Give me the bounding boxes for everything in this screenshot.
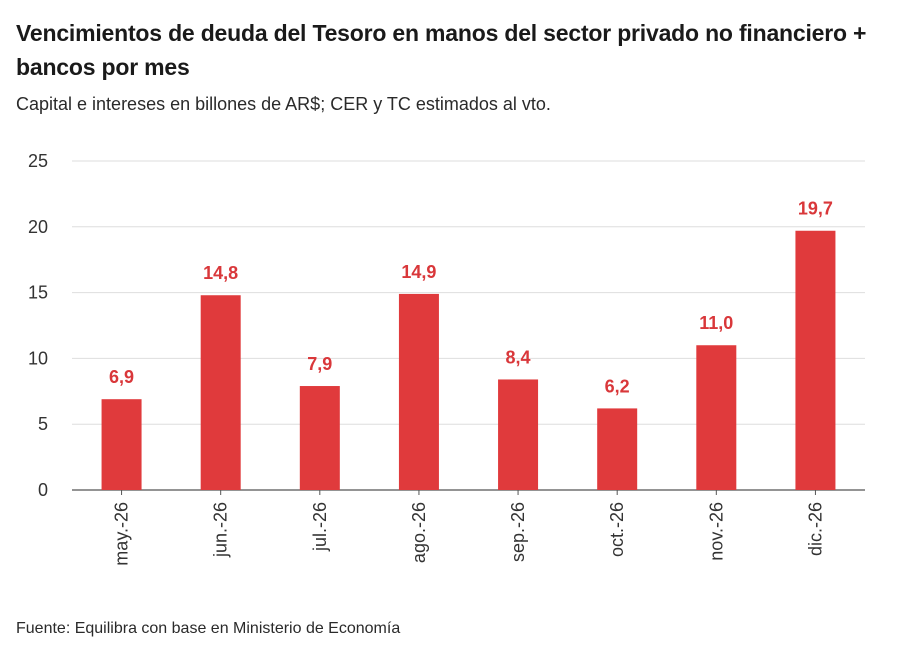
x-tick-label: may.-26	[112, 502, 132, 566]
y-tick-label: 10	[28, 348, 48, 368]
y-tick-label: 15	[28, 283, 48, 303]
x-tick-label: ago.-26	[409, 502, 429, 563]
bar	[299, 386, 340, 490]
x-tick-label: jun.-26	[211, 502, 231, 558]
x-tick-label: jul.-26	[310, 502, 330, 552]
y-tick-label: 25	[28, 151, 48, 171]
y-axis-ticks: 0 5 10 15 20 25	[28, 151, 48, 500]
chart-title: Vencimientos de deuda del Tesoro en mano…	[16, 20, 867, 80]
data-label: 19,7	[798, 199, 833, 219]
data-label: 7,9	[307, 354, 332, 374]
x-axis-labels: may.-26 jun.-26 jul.-26 ago.-26 sep.-26 oct.-…	[112, 490, 825, 566]
bar	[398, 293, 439, 490]
x-tick-label: sep.-26	[508, 502, 528, 562]
data-label: 14,9	[401, 262, 436, 282]
x-tick-label: dic.-26	[805, 502, 825, 556]
data-label: 8,4	[506, 347, 531, 367]
data-label: 6,9	[109, 367, 134, 387]
y-tick-label: 20	[28, 217, 48, 237]
data-label: 14,8	[203, 263, 238, 283]
y-tick-label: 0	[38, 480, 48, 500]
bar	[200, 295, 241, 490]
bar	[597, 408, 638, 490]
x-tick-label: nov.-26	[706, 502, 726, 561]
bar	[795, 230, 836, 491]
chart-source: Fuente: Equilibra con base en Ministerio…	[16, 620, 401, 637]
data-labels: 6,9 14,8 7,9 14,9 8,4 6,2 11,0 19,7	[109, 199, 833, 397]
bars	[101, 230, 836, 491]
data-label: 6,2	[605, 376, 630, 396]
bar	[696, 345, 737, 490]
y-tick-label: 5	[38, 414, 48, 434]
chart-subtitle: Capital e intereses en billones de AR$; …	[16, 94, 551, 114]
bar	[498, 379, 539, 490]
x-tick-label: oct.-26	[607, 502, 627, 557]
data-label: 11,0	[699, 313, 733, 333]
gridlines	[72, 160, 865, 491]
bar	[101, 399, 142, 490]
